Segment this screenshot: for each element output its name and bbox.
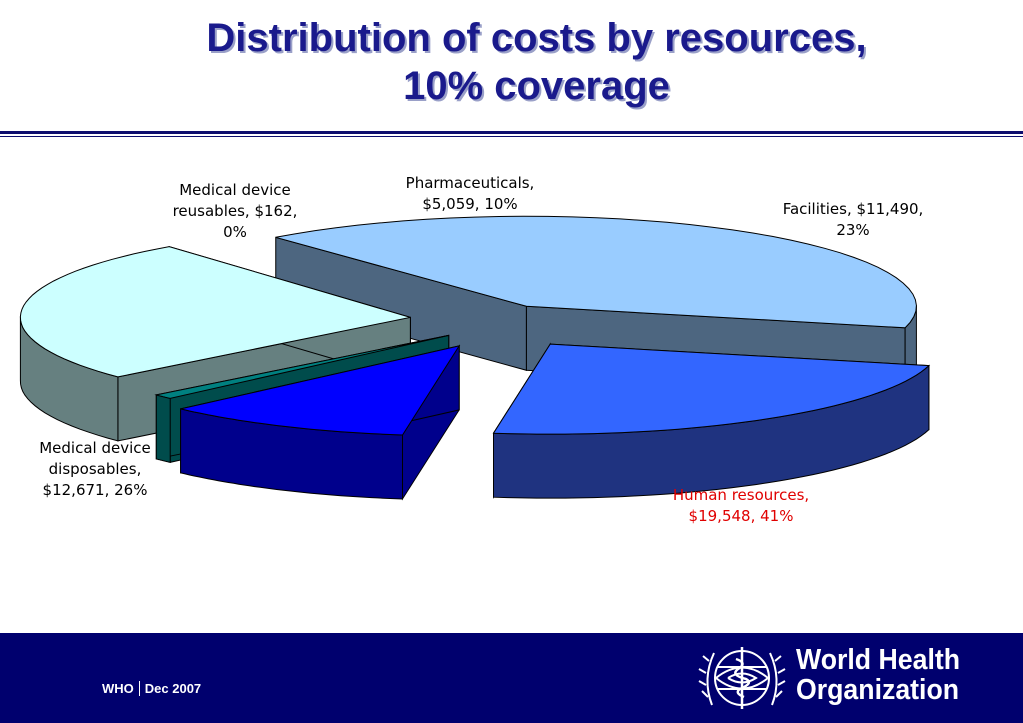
pie-slice-medical-device-disposables bbox=[19, 246, 411, 378]
slide-title-line1: Distribution of costs by resources, bbox=[206, 16, 867, 60]
label-human-resources-line1: Human resources, bbox=[672, 486, 810, 504]
label-pharmaceuticals-line1: Pharmaceuticals, bbox=[405, 174, 535, 192]
label-facilities-line2: 23% bbox=[836, 221, 870, 239]
org-name: World Health Organization bbox=[796, 645, 960, 705]
slide-title-line2: 10% coverage bbox=[403, 64, 670, 108]
title-divider bbox=[0, 131, 1023, 134]
label-human-resources-line2: $19,548, 41% bbox=[688, 507, 794, 525]
pie-slice-facilities bbox=[492, 343, 931, 435]
who-emblem-icon bbox=[698, 647, 786, 709]
pie-slice-pharmaceuticals bbox=[180, 345, 461, 436]
footer-separator bbox=[138, 681, 140, 696]
label-facilities: Facilities, $11,490, 23% bbox=[740, 199, 966, 241]
label-medical-device-disposables-line3: $12,671, 26% bbox=[42, 481, 148, 499]
label-medical-device-reusables-line2: reusables, $162, bbox=[172, 202, 298, 220]
label-medical-device-reusables: Medical device reusables, $162, 0% bbox=[140, 180, 330, 243]
label-medical-device-reusables-line1: Medical device bbox=[179, 181, 291, 199]
label-medical-device-disposables-line1: Medical device bbox=[39, 439, 151, 457]
footer-date: Dec 2007 bbox=[144, 681, 202, 696]
label-human-resources: Human resources, $19,548, 41% bbox=[628, 485, 854, 527]
title-divider-thin bbox=[0, 136, 1023, 137]
org-name-line1: World Health bbox=[796, 644, 961, 676]
label-facilities-line1: Facilities, $11,490, bbox=[782, 200, 924, 218]
label-medical-device-disposables: Medical device disposables, $12,671, 26% bbox=[10, 438, 180, 501]
label-pharmaceuticals-line2: $5,059, 10% bbox=[422, 195, 518, 213]
label-pharmaceuticals: Pharmaceuticals, $5,059, 10% bbox=[372, 173, 568, 215]
footer-bar: WHO Dec 2007 World Health Organization bbox=[0, 633, 1023, 723]
label-medical-device-disposables-line2: disposables, bbox=[48, 460, 142, 478]
org-name-line2: Organization bbox=[796, 674, 960, 706]
pie-slice-human-resources bbox=[275, 215, 917, 329]
slide-title: Distribution of costs by resources, 10% … bbox=[60, 14, 1013, 110]
footer-tag: WHO Dec 2007 bbox=[102, 681, 201, 696]
footer-org-short: WHO bbox=[102, 681, 134, 696]
pie-slice-medical-device-reusables bbox=[154, 334, 449, 399]
label-medical-device-reusables-line3: 0% bbox=[223, 223, 247, 241]
